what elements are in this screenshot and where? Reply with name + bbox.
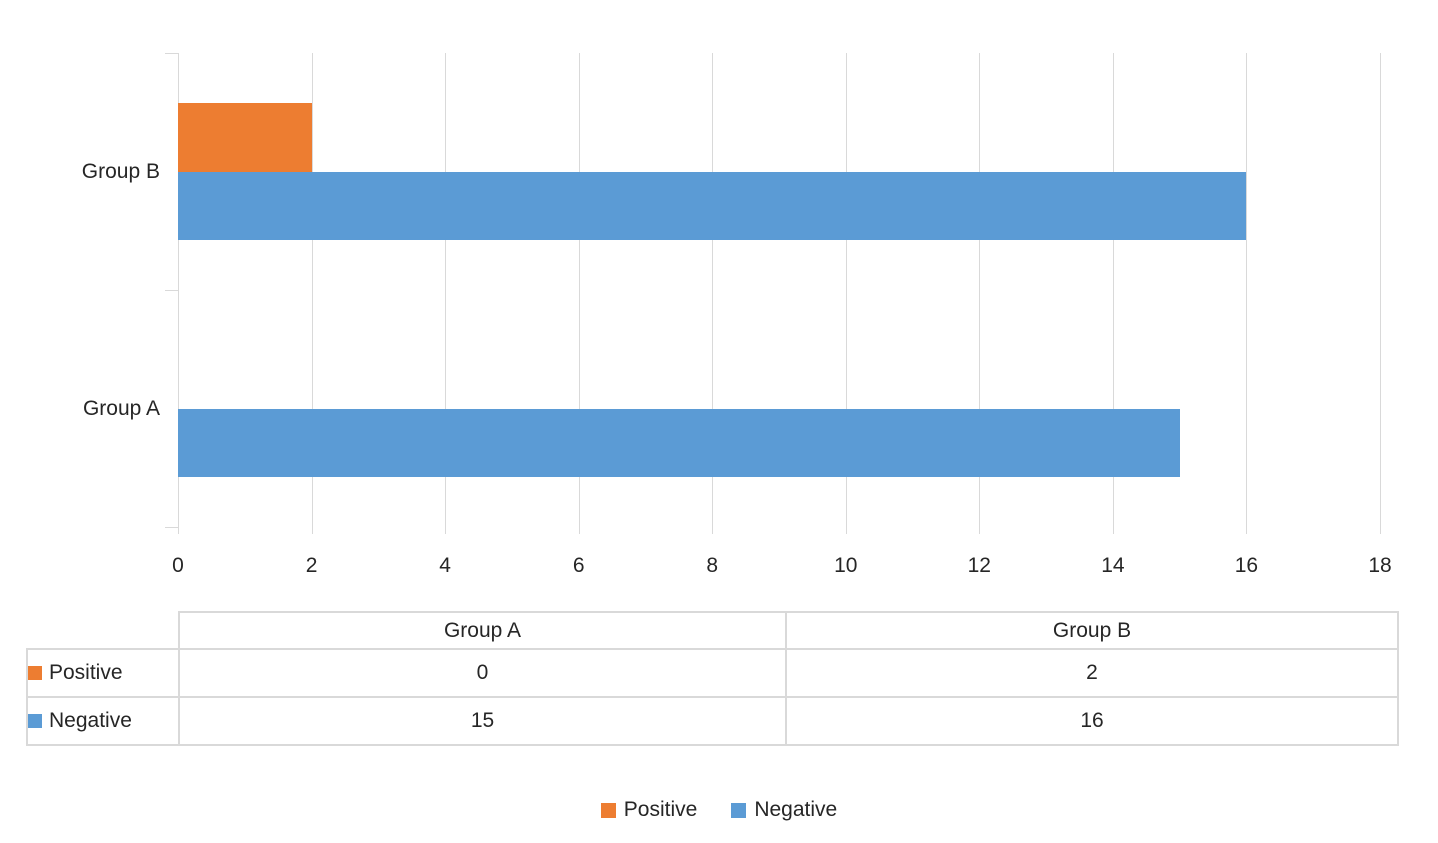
gridline <box>1246 53 1248 527</box>
legend-item-positive: Positive <box>600 798 698 822</box>
plot-area <box>165 53 1381 534</box>
category-axis-tick <box>165 53 178 54</box>
table-row-label: Negative <box>26 696 180 746</box>
category-label: Group A <box>82 396 160 420</box>
legend-swatch-icon <box>731 802 747 818</box>
value-axis-tick <box>712 527 714 534</box>
category-axis-tick <box>165 290 178 291</box>
value-axis-tick <box>1246 527 1248 534</box>
value-axis-tick-label: 10 <box>834 554 858 577</box>
category-label: Group B <box>81 159 160 183</box>
table-value-cell: 0 <box>178 648 787 698</box>
bar-negative-group-b <box>178 171 1247 240</box>
value-axis-tick-label: 16 <box>1234 554 1259 577</box>
table-row: Positive 0 2 <box>26 648 1399 698</box>
legend-label: Negative <box>754 798 838 821</box>
bar-positive-group-b <box>178 103 312 172</box>
table-value-cell: 16 <box>785 696 1399 746</box>
legend-item-negative: Negative <box>731 798 837 822</box>
gridline <box>445 53 447 527</box>
value-axis-tick <box>178 527 179 534</box>
gridline <box>1112 53 1114 527</box>
chart-legend: Positive Negative <box>0 794 1438 826</box>
value-axis-zero-line <box>178 53 179 527</box>
bar-negative-group-a <box>178 408 1180 477</box>
table-column-header: Group A <box>178 611 787 650</box>
value-axis-tick <box>979 527 981 534</box>
value-axis-tick <box>1112 527 1114 534</box>
value-axis-tick <box>445 527 447 534</box>
value-axis-tick-label: 14 <box>1101 554 1125 577</box>
value-axis-tick-label: 6 <box>572 554 585 577</box>
table-value-cell: 15 <box>178 696 787 746</box>
category-axis-tick <box>165 527 178 528</box>
value-axis-tick-label: 0 <box>172 554 184 577</box>
gridline <box>311 53 313 527</box>
value-axis-tick-label: 4 <box>439 554 451 577</box>
table-row-label: Positive <box>26 648 180 698</box>
value-axis-tick-label: 2 <box>305 554 318 577</box>
series-key-icon <box>28 714 42 728</box>
value-axis-tick-label: 18 <box>1368 554 1392 577</box>
data-table: Group A Group B Positive 0 2 Negative 15 16 <box>26 611 1399 746</box>
table-row: Negative 15 16 <box>26 696 1399 746</box>
value-axis-tick-label: 8 <box>706 554 719 577</box>
value-axis-tick <box>578 527 580 534</box>
table-header-row: Group A Group B <box>27 611 1399 650</box>
gridline <box>712 53 714 527</box>
value-axis-tick <box>845 527 847 534</box>
value-axis-tick-label: 12 <box>967 554 991 577</box>
value-axis-tick <box>1380 527 1381 534</box>
table-column-header: Group B <box>785 611 1399 650</box>
gridline <box>845 53 847 527</box>
table-value-cell: 2 <box>785 648 1399 698</box>
value-axis-tick <box>311 527 313 534</box>
table-corner-cell <box>27 612 180 650</box>
gridline <box>979 53 981 527</box>
legend-swatch-icon <box>600 802 616 818</box>
gridline <box>1380 53 1381 527</box>
gridline <box>578 53 580 527</box>
series-key-icon <box>28 666 42 680</box>
legend-label: Positive <box>623 798 698 821</box>
